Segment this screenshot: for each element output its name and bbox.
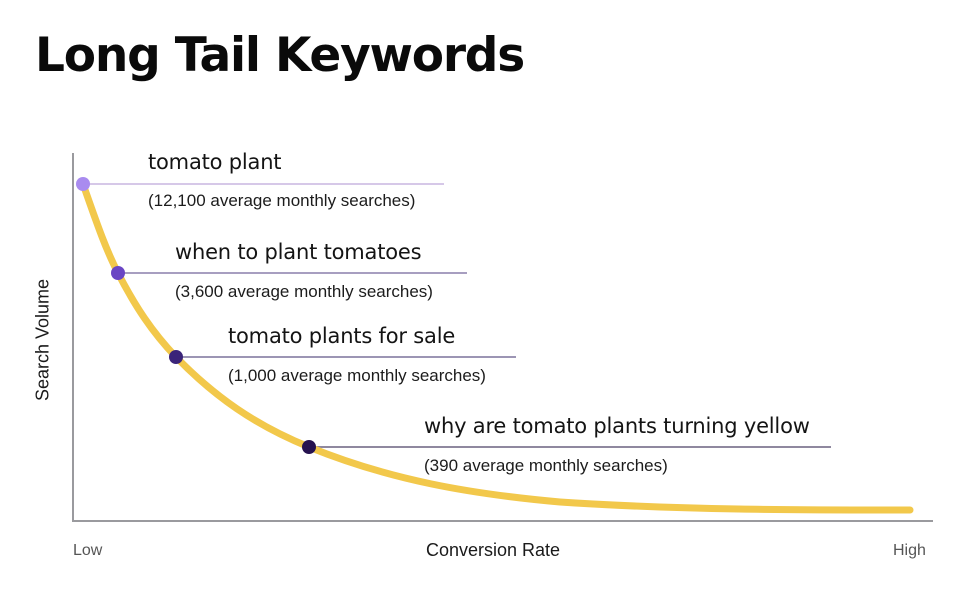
keyword-label-4: why are tomato plants turning yellow bbox=[424, 414, 810, 438]
data-point-4 bbox=[302, 440, 316, 454]
y-axis-label: Search Volume bbox=[32, 278, 53, 402]
keyword-label-1: tomato plant bbox=[148, 150, 282, 174]
x-axis-label: Conversion Rate bbox=[426, 540, 561, 560]
keyword-label-3: tomato plants for sale bbox=[228, 324, 456, 348]
x-tick-high: High bbox=[893, 542, 926, 559]
chart-title: Long Tail Keywords bbox=[35, 28, 525, 83]
data-point-3 bbox=[169, 350, 183, 364]
searches-label-1: (12,100 average monthly searches) bbox=[148, 191, 416, 210]
searches-label-3: (1,000 average monthly searches) bbox=[228, 366, 486, 385]
data-point-1 bbox=[76, 177, 90, 191]
searches-label-2: (3,600 average monthly searches) bbox=[175, 282, 433, 301]
searches-label-4: (390 average monthly searches) bbox=[424, 456, 668, 475]
data-point-2 bbox=[111, 266, 125, 280]
x-tick-low: Low bbox=[73, 542, 103, 559]
keyword-label-2: when to plant tomatoes bbox=[175, 240, 422, 264]
